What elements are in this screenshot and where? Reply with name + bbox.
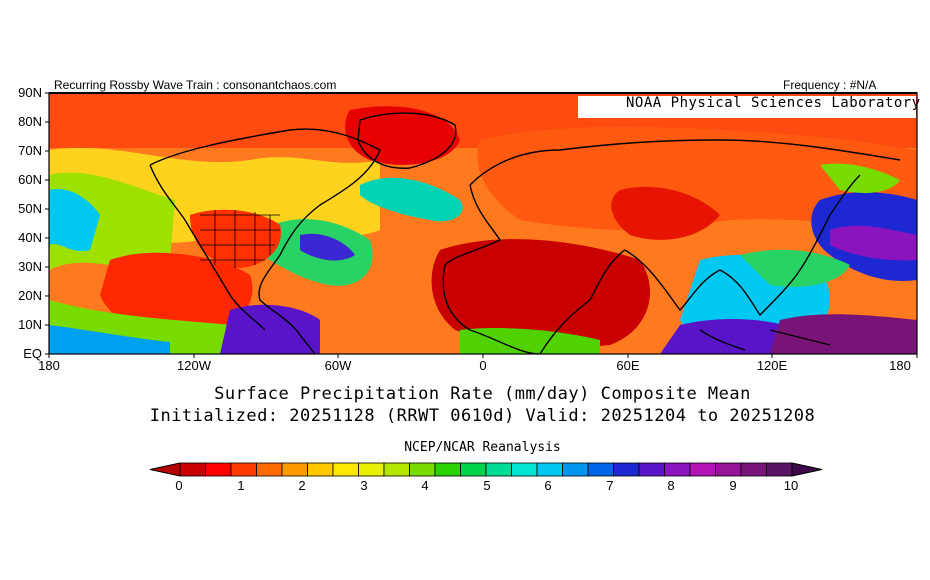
colorbar-label: 1 (237, 478, 245, 493)
colorbar-right-arrow (791, 462, 823, 477)
colorbar-segment (766, 462, 793, 477)
lab-label: NOAA Physical Sciences Laboratory (626, 95, 921, 111)
colorbar-segment (332, 462, 359, 477)
precip-north-pacific-core (830, 225, 917, 261)
colorbar-label: 9 (729, 478, 737, 493)
lat-tick: EQ (23, 346, 42, 361)
colorbar (149, 462, 823, 477)
coastline-outlines (149, 112, 901, 354)
lon-tick: 180 (889, 358, 911, 373)
map-title: Surface Precipitation Rate (mm/day) Comp… (214, 384, 751, 404)
lon-tick: 60E (616, 358, 640, 373)
colorbar-segment (613, 462, 640, 477)
precip-west-pacific-heavy (770, 314, 917, 354)
colorbar-label: 2 (298, 478, 306, 493)
precip-itcz-blue (49, 325, 170, 354)
colorbar-segment (485, 462, 512, 477)
lat-tick: 70N (18, 143, 42, 158)
colorbar-segment (664, 462, 691, 477)
colorbar-segment (740, 462, 767, 477)
colorbar-label: 7 (606, 478, 614, 493)
precip-kamchatka (820, 163, 900, 193)
lat-tick: 90N (18, 85, 42, 100)
lat-tick: 50N (18, 201, 42, 216)
map-subtitle: Initialized: 20251128 (RRWT 0610d) Valid… (149, 406, 816, 426)
precip-eurasia (477, 126, 917, 231)
lat-tick: 20N (18, 288, 42, 303)
colorbar-segment (689, 462, 716, 477)
lat-tick: 30N (18, 259, 42, 274)
lon-tick: 180 (38, 358, 60, 373)
colorbar-segment (715, 462, 742, 477)
colorbar-segment (587, 462, 614, 477)
colorbar-label: 0 (175, 478, 183, 493)
colorbar-segment (281, 462, 308, 477)
colorbar-segment (562, 462, 589, 477)
colorbar-segment (434, 462, 461, 477)
precip-north-atlantic (360, 177, 463, 222)
precip-nw-pacific (740, 249, 850, 287)
colorbar-label: 6 (544, 478, 552, 493)
colorbar-label: 4 (421, 478, 429, 493)
axis-ticks (45, 92, 918, 358)
lon-tick: 120W (177, 358, 211, 373)
colorbar-label: 10 (783, 478, 799, 493)
precip-greenland-dry (345, 106, 460, 165)
precip-africa-equatorial (460, 328, 600, 354)
colorbar-segment (307, 462, 334, 477)
precip-central-asia-dry (611, 186, 720, 240)
colorbar-segment (358, 462, 385, 477)
colorbar-left-arrow (149, 462, 181, 477)
lon-tick: 120E (756, 358, 788, 373)
precip-atlantic-heavy (300, 233, 355, 261)
colorbar-label: 5 (483, 478, 491, 493)
lon-tick: 60W (324, 358, 352, 373)
colorbar-segment (460, 462, 487, 477)
precip-us-interior (190, 209, 281, 268)
lat-tick: 10N (18, 317, 42, 332)
colorbar-segment (536, 462, 563, 477)
colorbar-segment (383, 462, 410, 477)
us-state-lines (200, 210, 280, 268)
precip-central-america (220, 304, 320, 354)
colorbar-segment (511, 462, 538, 477)
colorbar-segment (638, 462, 665, 477)
colorbar-segment (205, 462, 232, 477)
data-source-label: NCEP/NCAR Reanalysis (404, 440, 561, 455)
precip-maritime-continent (660, 318, 805, 354)
precip-pacific-cyan (49, 189, 100, 252)
lon-tick: 0 (479, 358, 487, 373)
lat-tick: 60N (18, 172, 42, 187)
colorbar-label: 3 (360, 478, 368, 493)
header-left-text: Recurring Rossby Wave Train : consonantc… (54, 78, 337, 92)
colorbar-segment (230, 462, 257, 477)
colorbar-segment (179, 462, 206, 477)
colorbar-label: 8 (667, 478, 675, 493)
lat-tick: 40N (18, 230, 42, 245)
precip-sahara-dry (431, 239, 650, 347)
header-right-text: Frequency : #N/A (783, 78, 877, 92)
colorbar-segment (256, 462, 283, 477)
lab-label-box (578, 96, 916, 118)
colorbar-segment (409, 462, 436, 477)
lat-tick: 80N (18, 114, 42, 129)
